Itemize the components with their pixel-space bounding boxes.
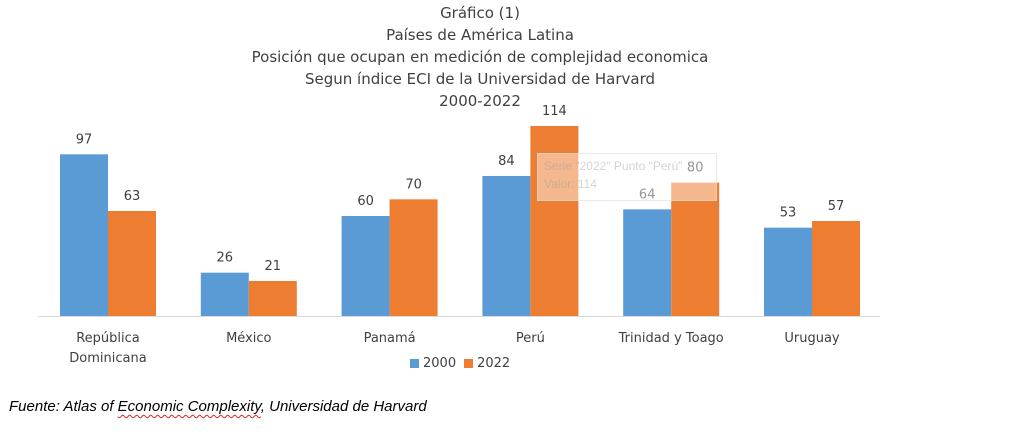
bar-2022-5	[812, 221, 860, 316]
data-label-2022-2: 70	[405, 177, 422, 192]
data-label-2000-4: 64	[639, 187, 656, 202]
chart-title-line-2: Países de América Latina	[386, 26, 574, 44]
bar-2022-3	[530, 126, 579, 316]
data-label-2000-3: 84	[498, 154, 515, 169]
tooltip-line-2: Valor: 114	[544, 177, 597, 191]
source-prefix: Fuente: Atlas of	[9, 398, 118, 415]
chart-title-line-4: Segun índice ECI de la Universidad de Ha…	[304, 70, 655, 88]
source-note: Fuente: Atlas of Economic Complexity, Un…	[9, 398, 427, 415]
data-label-2022-4: 80	[687, 161, 704, 176]
category-label-0: República	[76, 331, 140, 346]
source-underlined: Economic Complexity	[117, 398, 261, 415]
chart-title-line-3: Posición que ocupan en medición de compl…	[251, 48, 709, 66]
data-label-2022-5: 57	[828, 199, 845, 214]
bar-2000-3	[482, 176, 531, 316]
legend-item-2000: 2000	[410, 356, 456, 371]
data-label-2022-1: 21	[265, 259, 282, 274]
source-suffix: , Universidad de Harvard	[260, 398, 427, 415]
legend-item-2022: 2022	[464, 356, 510, 371]
bar-2000-2	[341, 216, 390, 316]
data-label-2000-1: 26	[217, 251, 234, 266]
legend-swatch-2022	[464, 359, 474, 368]
category-label-5: Uruguay	[784, 331, 840, 346]
data-label-2000-0: 97	[76, 132, 93, 147]
bar-2000-4	[623, 209, 672, 316]
bar-2000-1	[200, 272, 249, 316]
tooltip-line-1: Serie "2022" Punto "Perú"	[544, 159, 683, 173]
chart-title-line-1: Gráfico (1)	[440, 4, 520, 22]
data-label-2022-3: 114	[542, 104, 567, 119]
legend-label-2000: 2000	[423, 356, 457, 371]
data-label-2000-5: 53	[780, 206, 797, 221]
category-label-1: México	[226, 331, 271, 346]
data-label-2000-2: 60	[357, 194, 374, 209]
bar-2000-0	[60, 154, 108, 316]
data-label-2022-0: 63	[124, 189, 141, 204]
bar-2022-4	[671, 182, 720, 316]
chart-legend: 2000 2022	[410, 356, 510, 371]
bar-2022-2	[389, 199, 438, 316]
hover-tooltip: Serie "2022" Punto "Perú" Valor: 114	[537, 153, 717, 201]
bar-2022-0	[108, 211, 156, 316]
chart-title-block: Gráfico (1) Países de América Latina Pos…	[0, 2, 960, 112]
legend-swatch-2000	[410, 359, 419, 368]
bar-2022-1	[248, 281, 297, 316]
category-label-0-line-2: Dominicana	[69, 351, 146, 366]
category-label-3: Perú	[516, 331, 545, 346]
bar-2000-5	[764, 227, 812, 316]
category-label-4: Trinidad y Toago	[618, 331, 724, 346]
legend-label-2022: 2022	[477, 356, 511, 371]
chart-title-line-5: 2000-2022	[439, 92, 521, 110]
category-label-2: Panamá	[364, 331, 416, 346]
